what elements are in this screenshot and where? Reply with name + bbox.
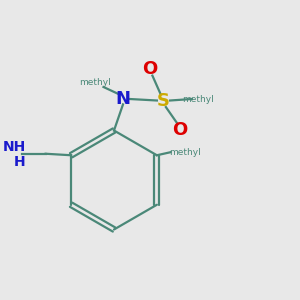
Text: N: N — [116, 90, 130, 108]
Text: methyl: methyl — [79, 78, 110, 87]
Text: S: S — [157, 92, 170, 110]
Text: H: H — [14, 154, 25, 169]
Text: methyl: methyl — [169, 148, 201, 157]
Text: O: O — [142, 60, 158, 78]
Text: methyl: methyl — [182, 94, 214, 103]
Text: NH: NH — [2, 140, 26, 154]
Text: O: O — [172, 122, 188, 140]
